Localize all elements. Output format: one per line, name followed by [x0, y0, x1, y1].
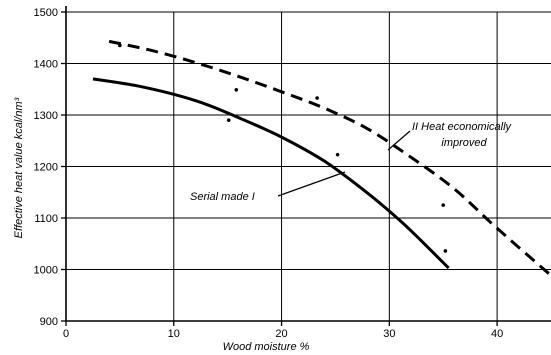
y-axis-title: Effective heat value kcal/nm³ — [13, 97, 25, 238]
axes — [61, 6, 551, 326]
serial-label: Serial made I — [190, 191, 255, 203]
y-tick-label-0: 900 — [40, 316, 58, 328]
x-axis-title: Wood moisture % — [223, 341, 310, 353]
x-tick-label-0: 0 — [63, 328, 69, 340]
data-point-5 — [443, 249, 448, 253]
y-tick-label-2: 1100 — [34, 213, 58, 225]
series-lines — [92, 39, 551, 278]
labels: Wood moisture % Effective heat value kca… — [13, 97, 513, 353]
data-points — [118, 43, 448, 253]
tick-labels: 0 10 20 30 40 900 1000 1100 1200 1300 1400 1500 — [34, 7, 504, 340]
data-point-0 — [226, 118, 231, 122]
y-tick-label-3: 1200 — [34, 162, 58, 174]
grid-lines — [66, 11, 551, 321]
data-point-6 — [118, 43, 122, 48]
heat-label-line1: II Heat economically — [412, 121, 513, 133]
data-point-4 — [441, 203, 446, 207]
y-tick-label-1: 1000 — [34, 265, 58, 277]
y-tick-label-6: 1500 — [34, 7, 58, 19]
series-line-solid — [92, 77, 450, 270]
heat-leader-line — [387, 130, 411, 151]
x-tick-label-3: 30 — [383, 328, 395, 340]
x-tick-label-1: 10 — [168, 328, 180, 340]
data-point-1 — [234, 87, 239, 92]
serial-leader-line — [277, 171, 346, 197]
x-tick-label-4: 40 — [491, 328, 503, 340]
heat-label-line2: improved — [441, 137, 487, 149]
y-tick-label-4: 1300 — [34, 110, 58, 122]
data-point-2 — [315, 96, 319, 100]
y-tick-label-5: 1400 — [34, 59, 58, 71]
x-tick-label-2: 20 — [275, 328, 287, 340]
series-line-dashed — [108, 39, 551, 278]
data-point-3 — [335, 152, 340, 157]
